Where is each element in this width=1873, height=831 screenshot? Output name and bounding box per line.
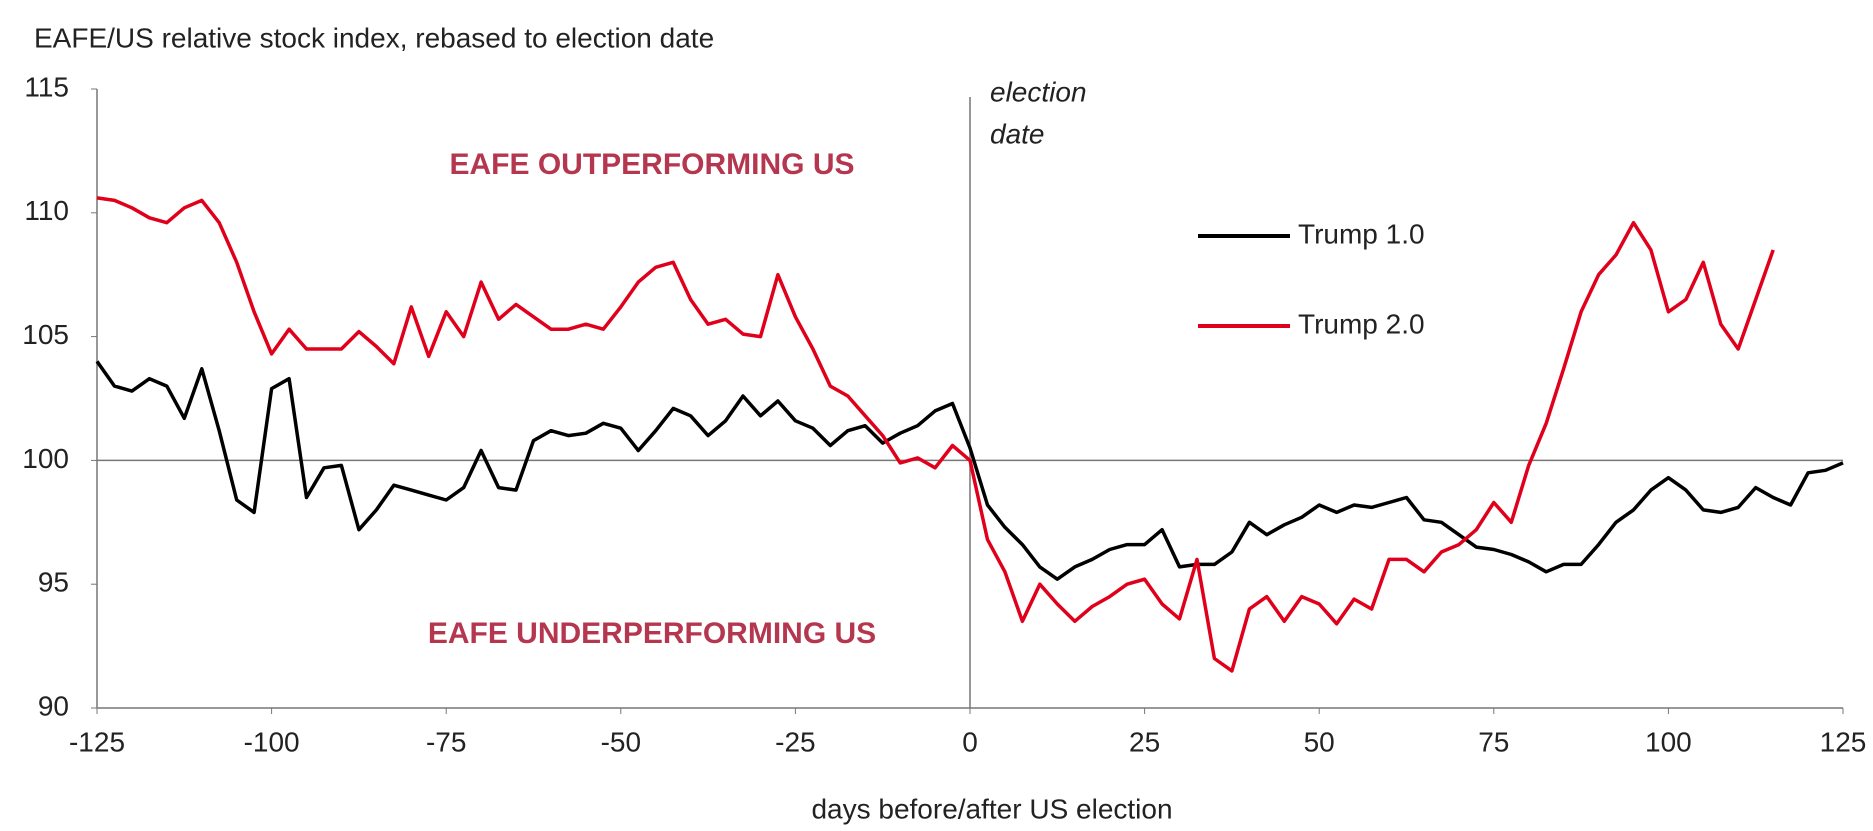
x-tick-label: -125 bbox=[69, 726, 125, 757]
y-tick-label: 110 bbox=[24, 195, 69, 226]
x-tick-label: 25 bbox=[1129, 726, 1160, 757]
y-tick-label: 90 bbox=[38, 690, 69, 721]
x-tick-label: 100 bbox=[1645, 726, 1692, 757]
y-tick-label: 115 bbox=[24, 71, 69, 102]
y-tick-label: 105 bbox=[22, 319, 69, 350]
x-tick-label: -100 bbox=[244, 726, 300, 757]
x-axis-title: days before/after US election bbox=[811, 793, 1172, 824]
annotation: date bbox=[990, 118, 1045, 149]
x-tick-label: -75 bbox=[426, 726, 466, 757]
x-tick-label: -25 bbox=[775, 726, 815, 757]
x-tick-label: 50 bbox=[1304, 726, 1335, 757]
series-line bbox=[96, 196, 1775, 673]
region-label: EAFE OUTPERFORMING US bbox=[449, 148, 854, 181]
x-tick-label: 0 bbox=[962, 726, 978, 757]
y-tick-label: 100 bbox=[22, 443, 69, 474]
legend-label: Trump 2.0 bbox=[1298, 308, 1425, 339]
series-line bbox=[95, 360, 1844, 581]
x-tick-label: 75 bbox=[1478, 726, 1509, 757]
legend-label: Trump 1.0 bbox=[1298, 218, 1425, 249]
region-label: EAFE UNDERPERFORMING US bbox=[428, 617, 876, 650]
x-tick-label: -50 bbox=[601, 726, 641, 757]
y-tick-label: 95 bbox=[38, 567, 69, 598]
annotation: election bbox=[990, 76, 1087, 107]
chart-title: EAFE/US relative stock index, rebased to… bbox=[34, 22, 714, 53]
x-tick-label: 125 bbox=[1820, 726, 1867, 757]
